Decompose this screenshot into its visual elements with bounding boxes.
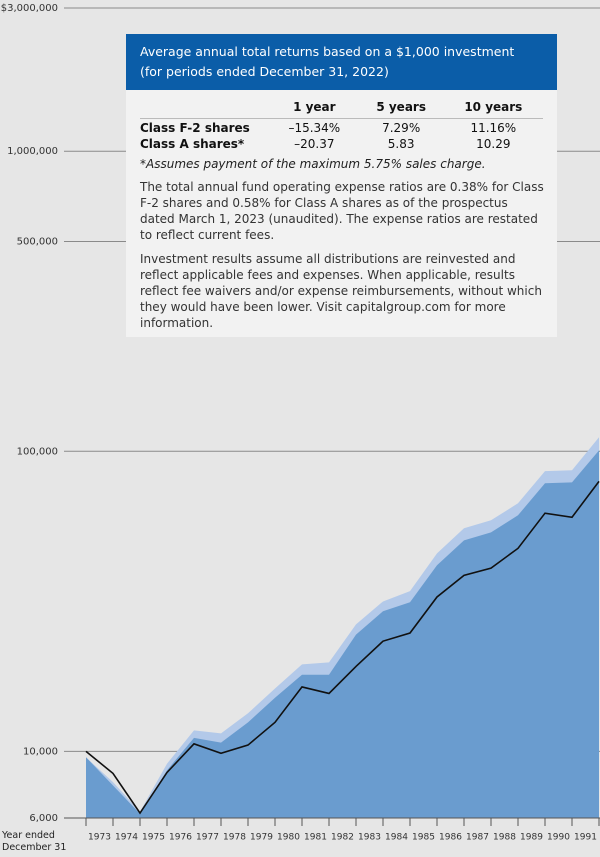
table-cell: 5.83 bbox=[387, 137, 415, 151]
x-tick-label: 1974 bbox=[115, 833, 138, 843]
x-axis-label: Year ended December 31 bbox=[2, 830, 67, 853]
note: The total annual fund operating expense … bbox=[140, 180, 544, 242]
table-cell: 10.29 bbox=[476, 137, 511, 151]
returns-panel: Average annual total returns based on a … bbox=[126, 34, 557, 337]
area bbox=[86, 450, 599, 818]
x-tick-label: 1978 bbox=[223, 833, 246, 843]
x-tick-label: 1980 bbox=[277, 833, 300, 843]
table-cell: 11.16% bbox=[470, 121, 517, 135]
y-tick-label: 6,000 bbox=[29, 813, 58, 824]
column-header: 10 years bbox=[443, 96, 543, 119]
footnote: *Assumes payment of the maximum 5.75% sa… bbox=[140, 157, 486, 171]
panel-subtitle: (for periods ended December 31, 2022) bbox=[140, 64, 389, 79]
table-cell: –15.34% bbox=[288, 121, 341, 135]
x-tick-label: 1981 bbox=[304, 833, 327, 843]
returns-table: 1 year 5 years 10 years Class F-2 shares –1… bbox=[140, 96, 543, 151]
table-cell: 7.29% bbox=[382, 121, 421, 135]
table-row: Class A shares* –20.37 5.83 10.29 bbox=[140, 135, 543, 151]
x-tick-label: 1973 bbox=[88, 833, 111, 843]
y-tick-label: $3,000,000 bbox=[1, 3, 58, 14]
line bbox=[85, 480, 600, 815]
x-tick-label: 1985 bbox=[412, 833, 435, 843]
y-tick-label: 10,000 bbox=[23, 746, 58, 757]
x-tick-label: 1990 bbox=[547, 833, 570, 843]
x-tick-label: 1977 bbox=[196, 833, 219, 843]
x-tick-label: 1987 bbox=[466, 833, 489, 843]
note: Investment results assume all distributi… bbox=[140, 252, 542, 330]
y-tick-label: 500,000 bbox=[17, 237, 58, 248]
table-cell: –20.37 bbox=[294, 137, 335, 151]
x-tick-label: 1983 bbox=[358, 833, 381, 843]
panel-title: Average annual total returns based on a … bbox=[140, 44, 515, 59]
column-header: 1 year bbox=[270, 96, 359, 119]
x-tick-label: 1989 bbox=[520, 833, 543, 843]
row-label: Class A shares* bbox=[140, 137, 245, 151]
x-tick-label: 1988 bbox=[493, 833, 516, 843]
x-tick-label: 1991 bbox=[574, 833, 597, 843]
panel-header: Average annual total returns based on a … bbox=[126, 34, 557, 90]
x-tick-label: 1982 bbox=[331, 833, 354, 843]
column-header: 5 years bbox=[358, 96, 444, 119]
header-row: 1 year 5 years 10 years bbox=[140, 96, 543, 119]
row-label: Class F-2 shares bbox=[140, 121, 250, 135]
x-tick-label: 1975 bbox=[142, 833, 165, 843]
x-tick-label: 1979 bbox=[250, 833, 273, 843]
y-tick-label: 1,000,000 bbox=[7, 146, 58, 157]
table-row: Class F-2 shares –15.34% 7.29% 11.16% bbox=[140, 119, 543, 135]
y-tick-label: 100,000 bbox=[17, 446, 58, 457]
x-tick-label: 1986 bbox=[439, 833, 462, 843]
x-tick-label: 1984 bbox=[385, 833, 408, 843]
x-tick-label: 1976 bbox=[169, 833, 192, 843]
